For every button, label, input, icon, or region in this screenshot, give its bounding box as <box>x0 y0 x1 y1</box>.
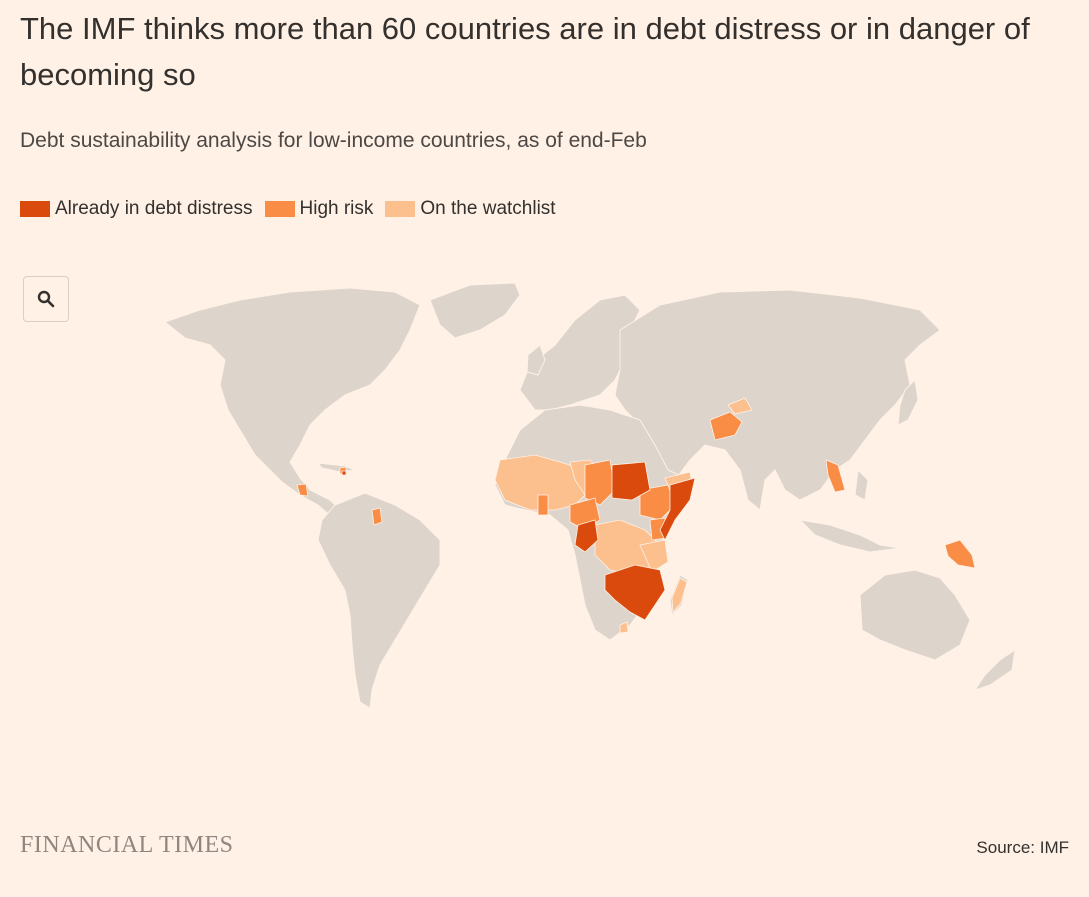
north-america <box>163 287 421 521</box>
caribbean <box>316 462 357 473</box>
legend-swatch-high-risk <box>264 201 295 217</box>
legend-item-high-risk: High risk <box>264 198 374 220</box>
philippines <box>854 468 869 501</box>
south-america <box>317 492 441 709</box>
legend-label-watchlist: On the watchlist <box>420 198 556 219</box>
country-chad-high-risk <box>584 459 616 506</box>
ft-logo: FINANCIAL TIMES <box>20 832 234 858</box>
country-nepal-watchlist <box>727 397 753 415</box>
country-sudan-distress <box>611 461 651 501</box>
world-map[interactable] <box>0 270 1089 740</box>
country-png-high-risk <box>944 539 976 569</box>
legend-item-watchlist: On the watchlist <box>385 198 556 220</box>
country-lesotho-watchlist <box>619 621 629 634</box>
chart-subtitle: Debt sustainability analysis for low-inc… <box>20 129 647 152</box>
country-central-america-high-risk <box>296 483 309 497</box>
country-madagascar-watchlist <box>671 577 688 613</box>
chart-title: The IMF thinks more than 60 countries ar… <box>20 11 1030 92</box>
country-congo-distress <box>574 519 599 553</box>
zoom-button[interactable] <box>23 276 69 322</box>
country-ethiopia-high-risk <box>639 484 676 521</box>
uk <box>526 344 546 376</box>
country-ghana-high-risk <box>537 494 549 516</box>
japan <box>897 378 919 426</box>
country-laos-high-risk <box>825 459 846 493</box>
country-grenada-distress <box>341 470 347 476</box>
legend: Already in debt distress High risk On th… <box>20 198 568 220</box>
country-guyana-high-risk <box>371 507 383 526</box>
legend-swatch-distress <box>20 201 50 217</box>
country-afghanistan-high-risk <box>709 411 743 441</box>
source-note: Source: IMF <box>976 838 1069 857</box>
country-somalia-distress <box>659 477 696 541</box>
greenland <box>429 282 521 339</box>
country-southern-africa-distress <box>604 564 666 621</box>
australia <box>859 569 971 661</box>
indonesia <box>798 519 901 553</box>
legend-label-distress: Already in debt distress <box>55 198 253 219</box>
legend-label-high-risk: High risk <box>299 198 374 219</box>
legend-item-distress: Already in debt distress <box>20 198 253 220</box>
new-zealand <box>973 648 1016 691</box>
search-icon <box>37 290 55 308</box>
legend-swatch-watchlist <box>385 201 416 217</box>
country-tanzania-watchlist <box>639 539 669 573</box>
